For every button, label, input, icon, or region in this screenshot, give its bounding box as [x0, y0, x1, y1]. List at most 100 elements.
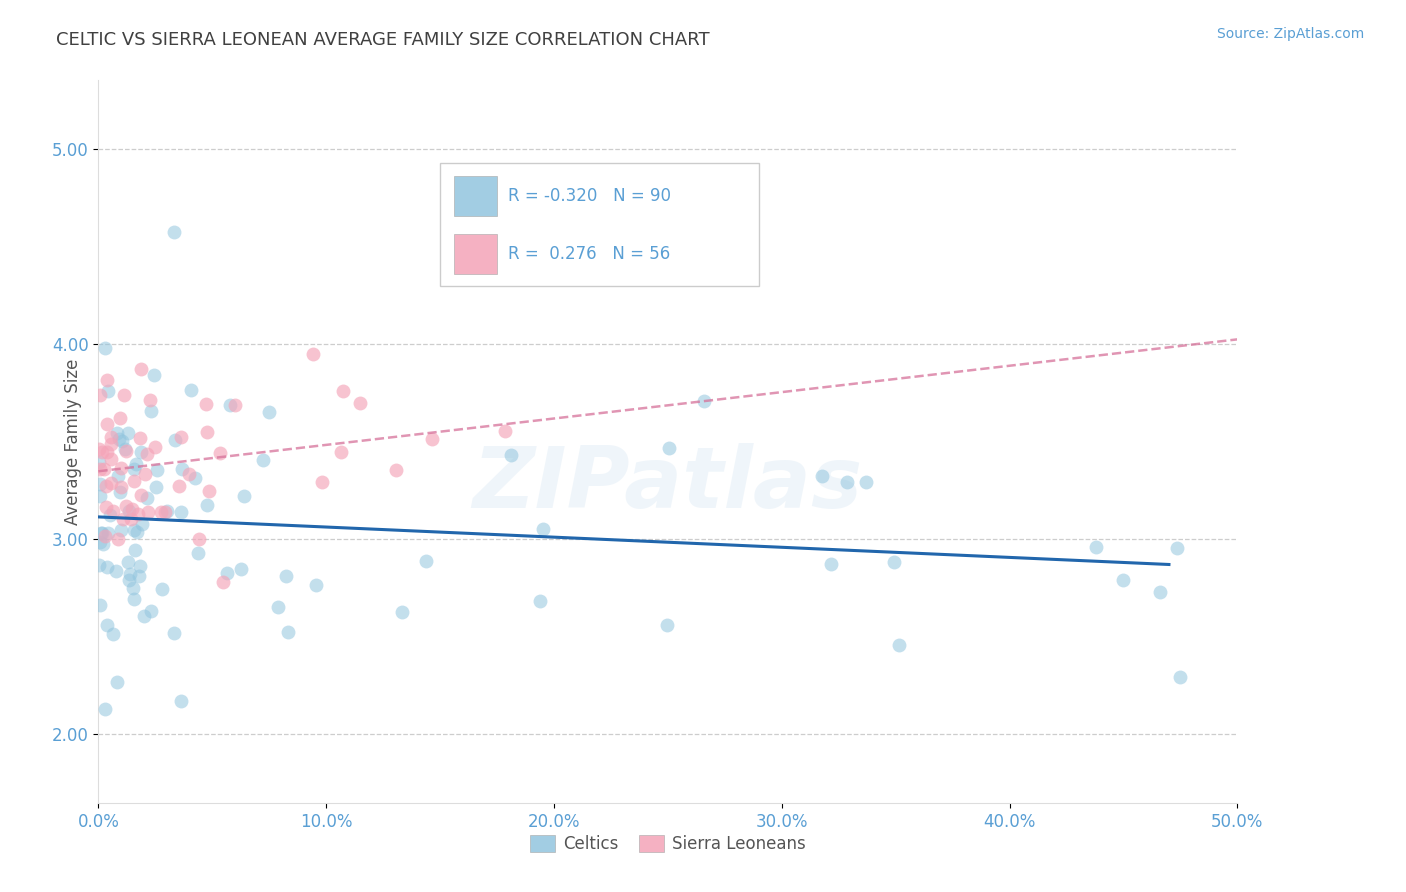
- Point: [112, 388, 135, 402]
- Point: [311, 475, 333, 489]
- Point: [301, 347, 323, 361]
- Point: [100, 430, 122, 444]
- Point: [131, 516, 153, 531]
- Point: [101, 627, 124, 641]
- Point: [266, 599, 288, 614]
- Point: [150, 582, 173, 596]
- Point: [855, 475, 877, 489]
- Point: [108, 484, 131, 499]
- Point: [129, 362, 152, 376]
- Point: [121, 582, 143, 596]
- Point: [94, 529, 117, 543]
- Point: [1085, 540, 1108, 554]
- Point: [141, 404, 163, 418]
- Point: [329, 445, 352, 459]
- Point: [96, 500, 118, 515]
- Point: [114, 442, 136, 456]
- Point: [110, 461, 132, 475]
- Point: [117, 555, 139, 569]
- Point: [1170, 669, 1192, 683]
- Point: [167, 479, 190, 493]
- Point: [187, 546, 209, 560]
- Point: [165, 434, 187, 448]
- Point: [129, 431, 152, 445]
- Point: [198, 483, 221, 498]
- Point: [187, 532, 209, 546]
- Point: [179, 467, 201, 482]
- Point: [274, 568, 297, 582]
- Point: [194, 397, 217, 411]
- Point: [385, 463, 408, 477]
- Point: [170, 505, 193, 519]
- Point: [693, 393, 716, 408]
- Point: [125, 525, 148, 540]
- Point: [259, 405, 281, 419]
- Point: [1166, 541, 1188, 555]
- Point: [96, 373, 118, 387]
- Point: [93, 537, 115, 551]
- Point: [143, 368, 166, 383]
- Point: [108, 411, 131, 425]
- Point: [529, 594, 551, 608]
- Point: [111, 434, 134, 449]
- Text: Source: ZipAtlas.com: Source: ZipAtlas.com: [1216, 27, 1364, 41]
- Point: [128, 569, 150, 583]
- Point: [129, 559, 152, 574]
- Point: [122, 462, 145, 476]
- Point: [1112, 573, 1135, 587]
- Text: R =  0.276   N = 56: R = 0.276 N = 56: [509, 244, 671, 262]
- Point: [420, 432, 443, 446]
- Point: [90, 525, 112, 540]
- Point: [145, 480, 167, 494]
- Point: [162, 225, 184, 239]
- Point: [146, 463, 169, 477]
- Point: [195, 425, 218, 439]
- Point: [252, 452, 274, 467]
- Point: [499, 449, 522, 463]
- Point: [658, 441, 681, 455]
- Point: [122, 474, 145, 488]
- Point: [94, 702, 117, 716]
- Point: [89, 558, 111, 572]
- Point: [122, 524, 145, 538]
- Point: [129, 445, 152, 459]
- Point: [87, 455, 110, 469]
- Point: [219, 398, 242, 412]
- Point: [96, 560, 118, 574]
- Point: [141, 604, 163, 618]
- Point: [96, 444, 118, 458]
- FancyBboxPatch shape: [454, 176, 498, 216]
- Point: [94, 341, 117, 355]
- Point: [415, 554, 437, 568]
- Point: [127, 507, 149, 521]
- Point: [162, 626, 184, 640]
- Point: [115, 499, 138, 513]
- Legend: Celtics, Sierra Leoneans: Celtics, Sierra Leoneans: [523, 828, 813, 860]
- Point: [135, 446, 157, 460]
- Point: [233, 489, 256, 503]
- Point: [118, 573, 141, 587]
- Point: [150, 504, 173, 518]
- Point: [211, 574, 233, 589]
- Point: [118, 567, 141, 582]
- Point: [107, 469, 129, 483]
- Text: R = -0.320   N = 90: R = -0.320 N = 90: [509, 187, 672, 205]
- Point: [112, 512, 135, 526]
- Point: [98, 508, 121, 523]
- Point: [90, 525, 112, 540]
- Point: [87, 442, 110, 457]
- Point: [107, 432, 129, 446]
- Point: [887, 638, 910, 652]
- Point: [120, 512, 142, 526]
- Point: [134, 467, 156, 481]
- Point: [657, 618, 679, 632]
- Point: [129, 488, 152, 502]
- Point: [100, 476, 122, 491]
- Point: [125, 458, 148, 472]
- Point: [121, 502, 143, 516]
- Point: [105, 674, 128, 689]
- Point: [97, 384, 120, 398]
- Point: [811, 469, 834, 483]
- Point: [104, 564, 127, 578]
- Point: [136, 505, 159, 519]
